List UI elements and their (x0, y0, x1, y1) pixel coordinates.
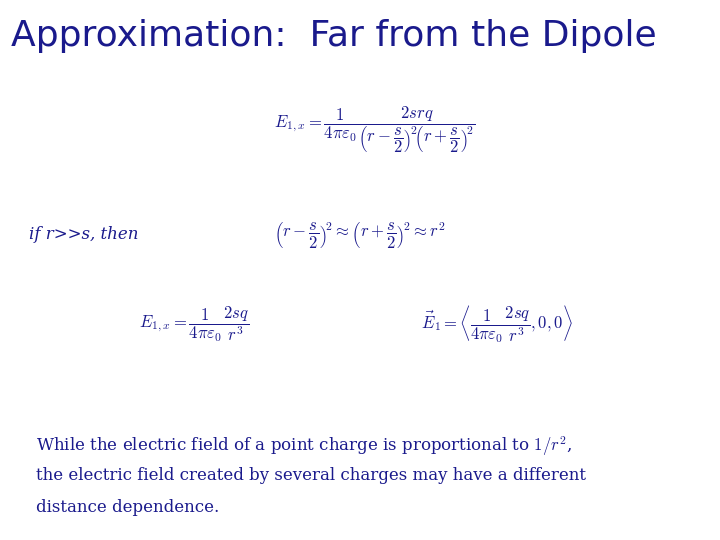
Text: distance dependence.: distance dependence. (36, 500, 220, 516)
Text: $\vec{E}_1 = \left\langle \dfrac{1}{4\pi\varepsilon_0} \dfrac{2sq}{r^3}, 0, 0 \r: $\vec{E}_1 = \left\langle \dfrac{1}{4\pi… (421, 304, 572, 344)
Text: Approximation:  Far from the Dipole: Approximation: Far from the Dipole (11, 19, 657, 53)
Text: $\left(r - \dfrac{s}{2}\right)^{\!2} \approx \left(r + \dfrac{s}{2}\right)^{\!2}: $\left(r - \dfrac{s}{2}\right)^{\!2} \ap… (274, 220, 446, 250)
Text: While the electric field of a point charge is proportional to $1/r^2$,: While the electric field of a point char… (36, 435, 572, 458)
Text: the electric field created by several charges may have a different: the electric field created by several ch… (36, 467, 586, 484)
Text: $E_{1,x} = \dfrac{1}{4\pi\varepsilon_0} \dfrac{2sq}{r^3}$: $E_{1,x} = \dfrac{1}{4\pi\varepsilon_0} … (139, 305, 250, 343)
Text: $E_{1,x} = \dfrac{1}{4\pi\varepsilon_0} \dfrac{2srq}{\left(r - \dfrac{s}{2}\righ: $E_{1,x} = \dfrac{1}{4\pi\varepsilon_0} … (274, 105, 475, 154)
Text: if r>>s, then: if r>>s, then (29, 226, 138, 244)
